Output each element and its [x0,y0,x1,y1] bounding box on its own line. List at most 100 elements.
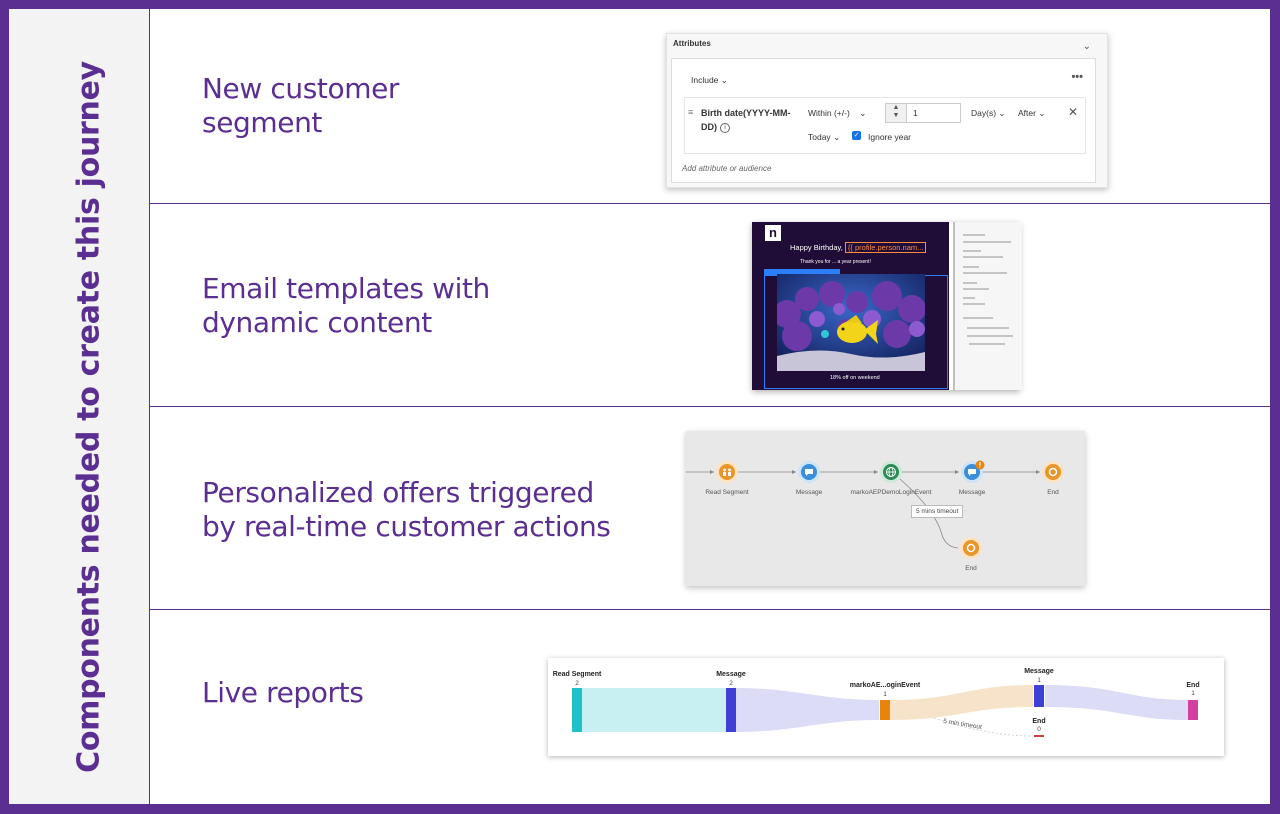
row-label-email: Email templates with dynamic content [202,272,490,340]
chevron-down-icon: ⌄ [833,132,841,142]
include-label: Include [691,75,719,85]
timeout-flow [933,717,1033,737]
stage-count: 2 [729,680,733,687]
stage-count: 1 [1037,677,1041,684]
stage-label: Message [1024,668,1054,675]
email-canvas: n Happy Birthday, {{ profile.person.nam.… [752,222,949,390]
include-dropdown[interactable]: Include ⌄ [691,75,728,86]
row-divider [149,609,1270,610]
flow-band [736,688,879,732]
node-label: markoAEPDemoLoginEvent [850,489,932,496]
stage-bar [1188,700,1198,720]
operator-dropdown[interactable]: Within (+/-) ⌄ [808,108,866,119]
attribute-condition: ≡ Birth date(YYYY-MM- DD) i Within (+/-) … [684,97,1086,154]
info-icon[interactable]: i [720,122,730,133]
drag-handle-icon[interactable]: ≡ [688,107,694,117]
stage-bar [726,688,736,732]
stage-count: 0 [1037,726,1041,733]
chevron-down-icon: ⌄ [998,108,1006,118]
node-label: Message [795,489,823,496]
row-divider [149,406,1270,407]
globe-icon [880,461,902,483]
stage-count: 1 [1191,690,1195,697]
flow-band [576,688,726,732]
personalization-token[interactable]: {{ profile.person.nam... [844,242,927,253]
stage-bar [572,688,582,732]
attributes-body: Include ⌄ ••• ≡ Birth date(YYYY-MM- DD) i… [671,58,1096,183]
stage-count: 1 [883,691,887,698]
timeout-label: 5 mins timeout [911,505,964,518]
add-attribute-link[interactable]: Add attribute or audience [682,164,772,173]
node-message-1[interactable] [797,460,821,489]
node-end-2[interactable] [959,536,983,565]
ignore-year-label: Ignore year [868,132,911,142]
direction-label: After [1018,108,1036,118]
stage-label: Read Segment [552,671,602,678]
email-subline: Thank you for ... a year present! [800,259,871,265]
reference-dropdown[interactable]: Today ⌄ [808,132,840,143]
people-icon [716,461,738,483]
stage-count: 2 [575,680,579,687]
email-properties-panel [953,222,1022,390]
warning-badge-icon[interactable] [975,457,985,475]
attribute-field-line: DD) [701,122,717,132]
row-label-line: Email templates with [202,272,490,305]
node-end-1[interactable] [1041,460,1065,489]
stop-icon [960,537,982,559]
chevron-down-icon: ⌄ [859,108,867,118]
stage-bar [1034,685,1044,707]
stepper-value: 1 [913,108,918,118]
row-label-segment: New customer segment [202,72,399,140]
operator-label: Within (+/-) [808,108,850,118]
node-label: End [965,565,977,572]
chevron-down-icon: ⌄ [720,75,728,85]
node-label: Message [958,489,986,496]
flow-band [1045,685,1188,720]
attribute-field: Birth date(YYYY-MM- DD) i [701,106,791,134]
stage-bar [1034,735,1044,737]
stage-label: End [1186,682,1200,689]
more-icon[interactable]: ••• [1071,71,1083,83]
chevron-down-icon[interactable]: ⌄ [1082,41,1091,52]
live-report: Read Segment 2 Message 2 markoAE...oginE… [548,658,1224,756]
stepper-arrows-icon[interactable]: ▲ ▼ [886,104,907,122]
row-label-line: dynamic content [202,306,432,339]
node-read-segment[interactable] [715,460,739,489]
direction-dropdown[interactable]: After ⌄ [1018,108,1045,119]
row-label-offers: Personalized offers triggered by real-ti… [202,476,611,544]
close-icon[interactable]: ✕ [1067,105,1078,119]
brand-logo: n [765,225,781,241]
stage-bar [880,700,890,720]
node-login-event[interactable] [879,460,903,489]
email-greeting: Happy Birthday, {{ profile.person.nam... [790,242,927,253]
node-label: Read Segment [705,489,749,496]
stage-label: markoAE...oginEvent [849,682,921,689]
chevron-down-icon: ⌄ [1038,108,1046,118]
email-template-preview: n Happy Birthday, {{ profile.person.nam.… [752,222,1022,390]
row-label-line: New customer [202,72,400,105]
flow-band [890,685,1033,720]
sidebar-title: Components needed to create this journey [71,61,107,773]
stage-label: End [1032,718,1046,725]
message-icon [798,461,820,483]
sidebar: Components needed to create this journey [9,9,150,804]
reference-label: Today [808,132,831,142]
unit-label: Day(s) [971,108,997,118]
ignore-year-checkbox[interactable]: ✓ [852,131,861,140]
unit-dropdown[interactable]: Day(s) ⌄ [971,108,1006,119]
attribute-field-line: Birth date(YYYY-MM- [701,108,791,118]
row-label-line: segment [202,106,323,139]
value-stepper[interactable]: ▲ ▼ 1 [885,103,961,123]
attributes-title: Attributes [673,39,711,48]
node-label: End [1047,489,1059,496]
row-divider [149,203,1270,204]
row-label-reports: Live reports [202,676,364,710]
row-label-line: Live reports [202,676,364,709]
row-label-line: by real-time customer actions [202,510,611,543]
journey-canvas: Read Segment Message markoAEPDemoLoginEv… [686,431,1085,586]
email-footer: 18% off on weekend [830,375,880,381]
selection-tag [764,269,840,275]
attributes-panel: Attributes ⌄ Include ⌄ ••• ≡ Birth date(… [666,33,1108,188]
row-label-line: Personalized offers triggered [202,476,594,509]
